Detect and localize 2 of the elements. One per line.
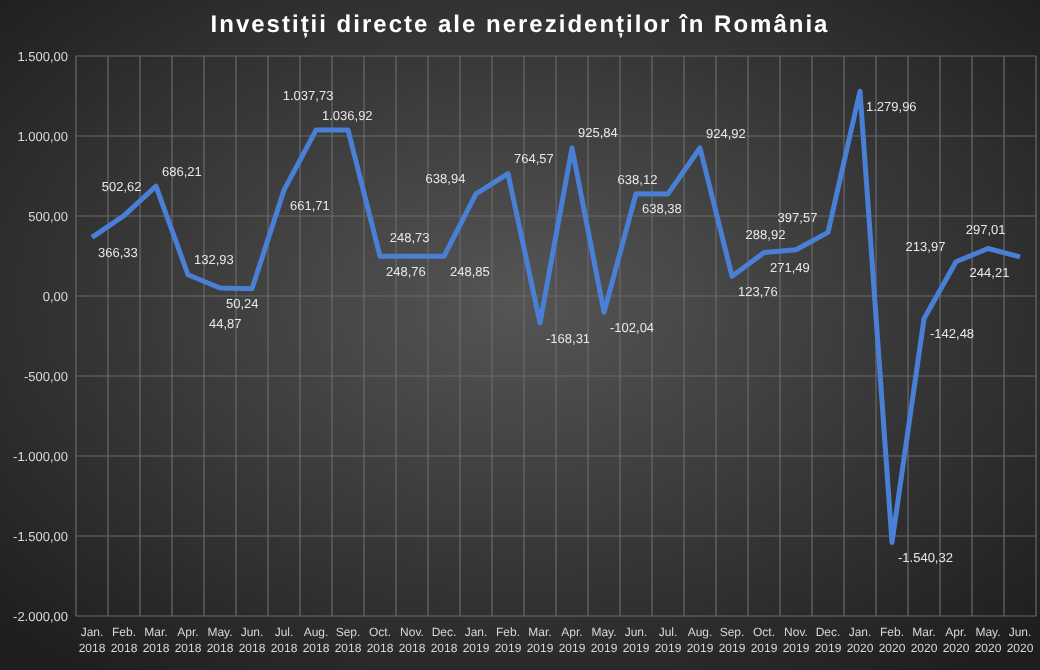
line-series [89, 88, 1023, 545]
chart-title: Investiții directe ale nerezidenților în România [210, 10, 830, 38]
